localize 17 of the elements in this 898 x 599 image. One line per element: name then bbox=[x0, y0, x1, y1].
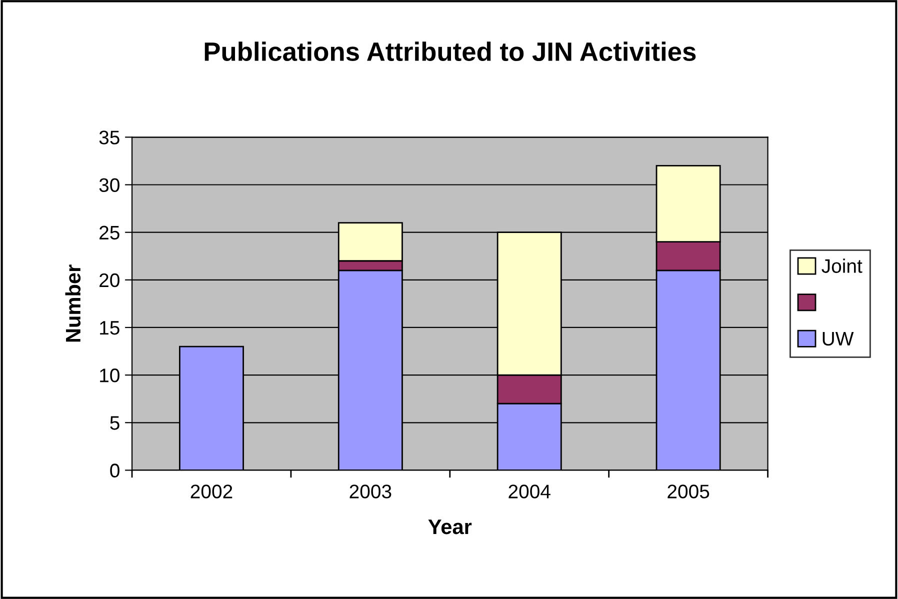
x-tick-label: 2004 bbox=[508, 484, 550, 498]
x-axis-title: Year bbox=[428, 520, 472, 534]
x-tick-label: 2003 bbox=[350, 484, 392, 498]
x-tick-label: 2002 bbox=[190, 484, 232, 498]
legend-label: UW bbox=[822, 332, 854, 346]
y-tick-label: 35 bbox=[99, 130, 120, 144]
x-tick-label: 2005 bbox=[668, 484, 710, 498]
y-tick-label: 15 bbox=[100, 321, 120, 335]
y-tick-label: 5 bbox=[110, 416, 120, 430]
y-tick-label: 30 bbox=[99, 178, 120, 192]
legend-label: Joint bbox=[822, 258, 862, 273]
y-tick-label: 0 bbox=[110, 464, 120, 478]
chart-title: Publications Attributed to JIN Activities bbox=[204, 42, 696, 62]
y-tick-label: 25 bbox=[100, 226, 120, 240]
y-tick-label: 10 bbox=[100, 368, 120, 382]
y-axis-title: Number bbox=[65, 264, 81, 342]
y-tick-label: 20 bbox=[100, 273, 120, 288]
